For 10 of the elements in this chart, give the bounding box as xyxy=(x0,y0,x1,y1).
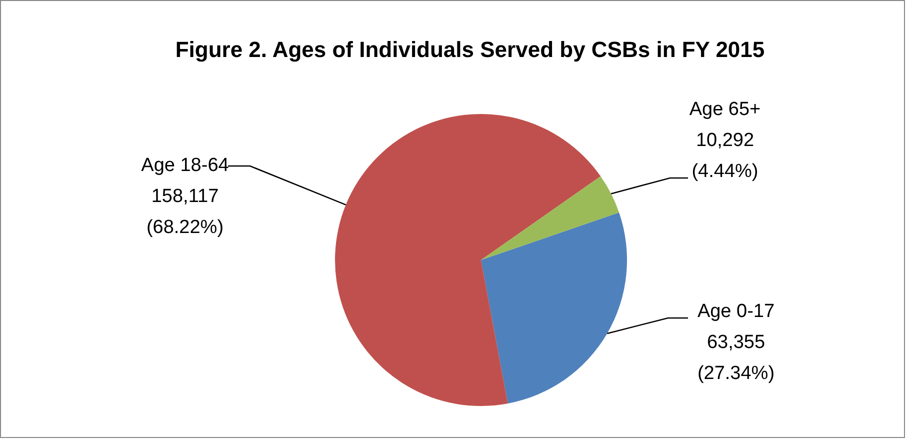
data-label: 158,117 (68.22%) xyxy=(146,186,224,238)
pie-slice xyxy=(481,176,620,260)
slice-label: Age 0-17 xyxy=(697,301,775,322)
data-label: 10,292 (4.44%) xyxy=(692,130,758,182)
pie-slice xyxy=(481,212,627,404)
chart-title: Figure 2. Ages of Individuals Served by CSBs in FY 2015 xyxy=(175,37,765,62)
pie-slice xyxy=(335,114,601,406)
slice-label: Age 65+ xyxy=(689,99,761,120)
data-label: 63,355 (27.34%) xyxy=(697,332,775,384)
slice-label: Age 18-64 xyxy=(141,155,230,176)
